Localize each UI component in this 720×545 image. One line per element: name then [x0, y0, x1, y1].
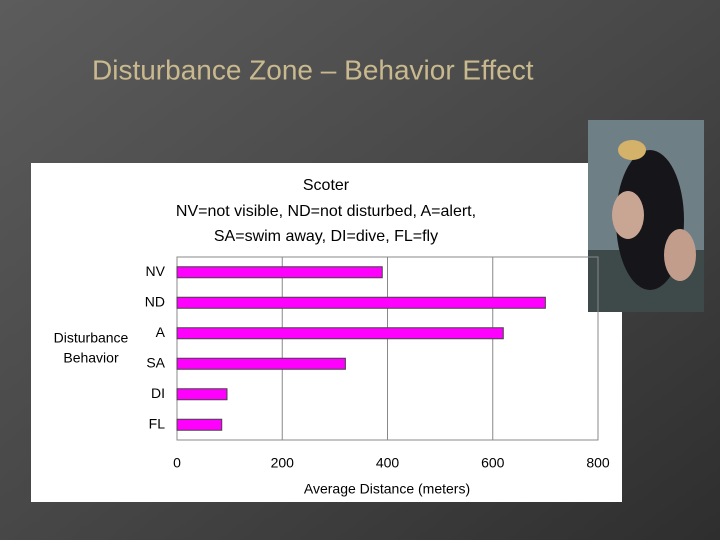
x-tick-label: 0 — [173, 455, 181, 471]
chart-subtitle: SA=swim away, DI=dive, FL=fly — [214, 228, 438, 245]
photo-beak — [618, 140, 646, 160]
photo-hand — [664, 229, 696, 281]
slide-title: Disturbance Zone – Behavior Effect — [92, 54, 534, 85]
x-tick-label: 400 — [376, 455, 400, 471]
y-tick-label: ND — [145, 293, 165, 309]
y-tick-label: A — [156, 324, 166, 340]
chart-subtitle: NV=not visible, ND=not disturbed, A=aler… — [176, 203, 476, 220]
x-tick-label: 200 — [271, 455, 295, 471]
bar — [176, 388, 228, 401]
y-tick-label: NV — [146, 263, 166, 279]
x-axis-label: Average Distance (meters) — [304, 481, 470, 497]
bar — [176, 418, 223, 431]
y-tick-label: DI — [151, 385, 165, 401]
bar — [176, 327, 504, 340]
bar — [176, 357, 346, 370]
y-axis-label: Disturbance — [54, 330, 129, 346]
bar — [176, 266, 383, 279]
y-tick-label: FL — [149, 415, 166, 431]
y-axis-label: Behavior — [63, 350, 119, 366]
chart-title: Scoter — [303, 177, 350, 194]
chart: Scoter NV=not visible, ND=not disturbed,… — [54, 177, 610, 496]
photo-hand — [612, 191, 644, 239]
y-tick-label: SA — [146, 354, 165, 370]
photo — [588, 120, 704, 312]
bar — [176, 296, 546, 309]
x-tick-label: 600 — [481, 455, 505, 471]
x-tick-label: 800 — [586, 455, 610, 471]
